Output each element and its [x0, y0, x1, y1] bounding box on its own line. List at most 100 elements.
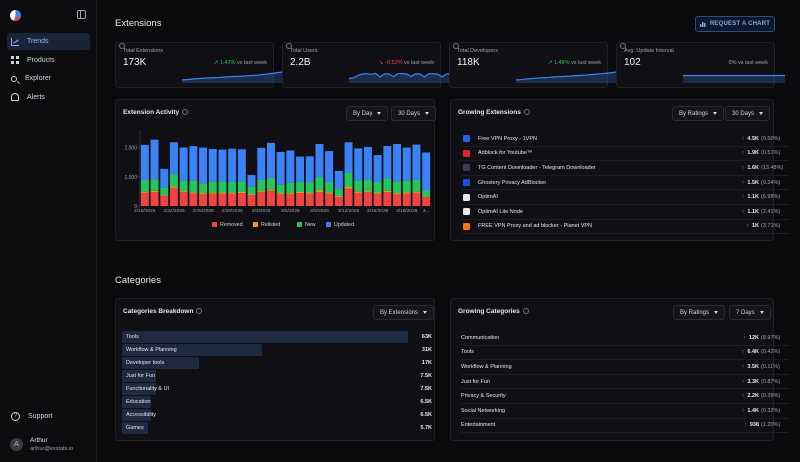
bar-removed: [276, 194, 285, 206]
list-item[interactable]: Privacy & Security ↑ 2.2K (0.39%): [461, 389, 789, 404]
category-bar-row[interactable]: Tools 63K: [122, 331, 432, 343]
sparkline-line: [516, 71, 618, 81]
bar-relisted: [286, 193, 295, 195]
support-link[interactable]: ? Support: [11, 412, 53, 421]
category-bar-row[interactable]: Games 5.7K: [122, 422, 432, 434]
bar-relisted: [169, 186, 178, 188]
activity-interval-dropdown[interactable]: By Day: [346, 106, 389, 121]
info-icon[interactable]: [620, 43, 626, 49]
logo-icon[interactable]: [10, 10, 21, 21]
info-icon[interactable]: [182, 109, 189, 115]
bar-new: [160, 187, 169, 196]
info-icon[interactable]: [196, 308, 203, 314]
item-pct: (1.20%): [761, 422, 781, 429]
sparkline-line: [349, 72, 451, 80]
category-bar-row[interactable]: Just for Fun 7.5K: [122, 370, 432, 382]
bar-removed: [247, 194, 256, 206]
sidebar-item-trends[interactable]: Trends: [7, 33, 90, 50]
extension-activity-card: Extension Activity By Day 30 Days 2,000 1…: [115, 99, 437, 241]
growing-categories-card: Growing Categories By Ratings 7 Days Com…: [450, 298, 789, 441]
sidebar-item-explorer[interactable]: Explorer: [7, 70, 90, 87]
list-item[interactable]: FREE VPN Proxy and ad blocker - Planet V…: [461, 220, 789, 235]
stat-change-pct: -0.53%: [385, 60, 403, 66]
bar-removed: [257, 192, 266, 206]
bar-removed: [208, 193, 217, 206]
chevron-down-icon: [423, 311, 428, 314]
item-name: TG Content Downloader - Telegram Downloa…: [478, 164, 596, 171]
list-item[interactable]: Entertainment ↑ 938 (1.20%): [461, 419, 789, 434]
bar-removed: [315, 191, 324, 206]
arrow-up-icon: ↑: [741, 407, 745, 414]
item-value: 12K: [748, 334, 759, 341]
category-name: Just for Fun: [126, 373, 156, 379]
bar-updated: [334, 170, 343, 190]
bar-removed: [160, 196, 169, 206]
sidebar-item-alerts[interactable]: Alerts: [7, 89, 90, 106]
list-item[interactable]: Social Networking ↑ 1.4K (0.32%): [461, 404, 789, 419]
bar-updated: [276, 151, 285, 185]
item-value: 1.1K: [747, 208, 759, 215]
info-icon[interactable]: [522, 308, 529, 314]
list-item[interactable]: Workflow & Planning ↑ 3.5K (0.11%): [461, 360, 789, 375]
growing-cat-sort-dropdown[interactable]: By Ratings: [673, 305, 726, 320]
item-value: 1K: [751, 223, 759, 230]
item-pct: (13.48%): [761, 164, 784, 171]
bar-removed: [266, 190, 275, 206]
category-bar: [122, 331, 408, 343]
vpn-shield-icon: [463, 135, 470, 143]
bar-updated: [237, 149, 246, 182]
x-tick-label: 3/6/2026: [281, 208, 300, 214]
growing-ext-sort-dropdown[interactable]: By Ratings: [672, 106, 725, 121]
growing-ext-range-dropdown[interactable]: 30 Days: [725, 106, 771, 121]
category-bar-row[interactable]: Functionality & UI 7.5K: [122, 383, 432, 395]
bar-relisted: [402, 192, 411, 194]
sidebar-item-products[interactable]: Products: [7, 52, 90, 69]
list-item[interactable]: Adblock for Youtube™ ↑ 1.9K (0.51%): [461, 147, 789, 162]
activity-range-dropdown[interactable]: 30 Days: [391, 106, 437, 121]
bar-removed: [296, 193, 305, 206]
info-icon[interactable]: [453, 43, 459, 49]
bar-relisted: [208, 192, 217, 194]
category-bar-row[interactable]: Developer tools 17K: [122, 357, 432, 369]
sidebar-item-label: Explorer: [25, 75, 52, 82]
bar-new: [383, 178, 392, 191]
bar-updated: [266, 142, 275, 178]
item-value: 1.1K: [747, 194, 759, 201]
stat-value: 102: [624, 57, 641, 68]
request-chart-button[interactable]: REQUEST A CHART: [695, 16, 775, 32]
legend-label: Relisted: [261, 222, 280, 228]
legend-swatch: [212, 222, 217, 227]
info-icon[interactable]: [286, 43, 292, 49]
category-bar-row[interactable]: Workflow & Planning 31K: [122, 344, 432, 356]
list-item[interactable]: TG Content Downloader - Telegram Downloa…: [461, 161, 789, 176]
sidebar-toggle-icon[interactable]: [77, 10, 86, 19]
info-icon[interactable]: [119, 43, 125, 49]
grid-icon: [11, 56, 19, 64]
breakdown-metric-dropdown[interactable]: By Extensions: [373, 305, 435, 320]
bar-updated: [305, 156, 314, 183]
list-item[interactable]: Communication ↑ 12K (8.97%): [461, 331, 789, 346]
list-item[interactable]: OptimAI Lite Node ↑ 1.1K (2.41%): [461, 205, 789, 220]
chevron-down-icon: [377, 112, 382, 115]
bar-removed: [344, 188, 353, 206]
stat-change: ↗ 1.48% vs last week: [548, 60, 601, 66]
bar-updated: [169, 142, 178, 175]
user-profile[interactable]: A Arthur arthur@exstats.io: [10, 437, 73, 452]
category-bar-row[interactable]: Accessibility 6.5K: [122, 409, 432, 421]
bar-relisted: [373, 192, 382, 194]
category-name: Tools: [126, 334, 139, 340]
arrow-up-icon: ↑: [741, 150, 745, 157]
category-bar: [122, 344, 263, 356]
bar-updated: [208, 149, 217, 182]
list-item[interactable]: Ghostery Privacy AdBlocker ↑ 1.5K (9.24%): [461, 176, 789, 191]
stat-change-suffix: vs last week: [738, 60, 768, 66]
bar-new: [286, 182, 295, 194]
growing-cat-range-dropdown[interactable]: 7 Days: [729, 305, 771, 320]
list-item[interactable]: Just for Fun ↑ 3.3K (0.87%): [461, 375, 789, 390]
category-bar-row[interactable]: Education 6.5K: [122, 396, 432, 408]
bar-updated: [247, 175, 256, 187]
list-item[interactable]: OptimAI ↑ 1.1K (6.98%): [461, 190, 789, 205]
list-item[interactable]: Tools ↑ 6.4K (0.42%): [461, 346, 789, 361]
list-item[interactable]: Free VPN Proxy - 1VPN ↑ 4.5K (9.50%): [461, 132, 789, 147]
info-icon[interactable]: [523, 109, 530, 115]
